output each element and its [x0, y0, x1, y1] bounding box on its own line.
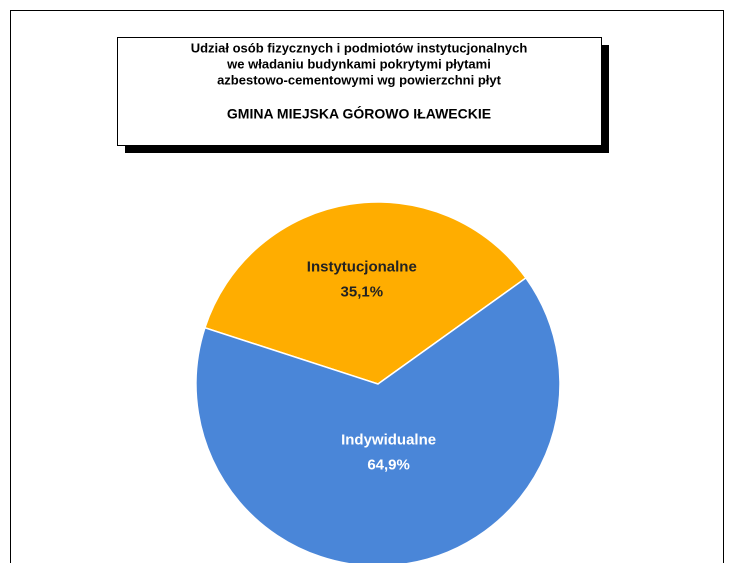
slice-value-label: 35,1% — [341, 284, 384, 301]
title-box — [117, 37, 602, 146]
chart-title: we władaniu budynkami pokrytymi płytami — [226, 56, 491, 71]
slice-label: Instytucjonalne — [307, 259, 417, 276]
slice-label: Indywidualne — [341, 431, 436, 448]
pie-slice — [195, 276, 561, 563]
chart-title: azbestowo-cementowymi wg powierzchni pły… — [217, 72, 502, 87]
pie-slice — [203, 201, 527, 385]
chart-subtitle: GMINA MIEJSKA GÓROWO IŁAWECKIE — [227, 105, 491, 122]
chart-title: Udział osób fizycznych i podmiotów insty… — [191, 40, 528, 55]
slice-value-label: 64,9% — [367, 456, 410, 473]
chart-frame — [10, 10, 724, 563]
